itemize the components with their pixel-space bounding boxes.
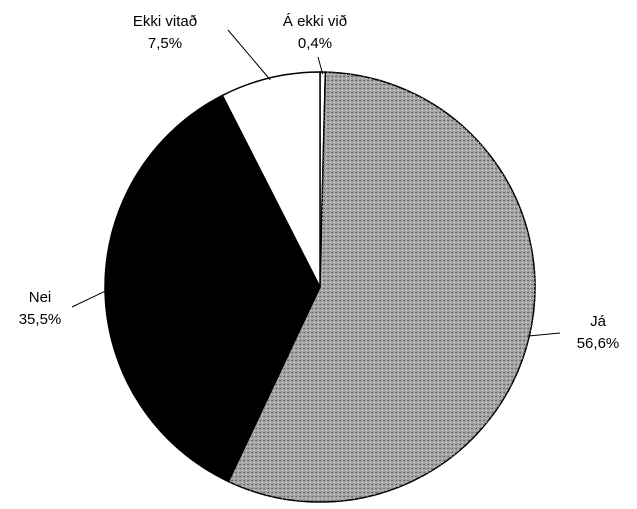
slice-value: 7,5%	[148, 35, 182, 52]
leader-line	[317, 56, 324, 75]
pie-slice	[104, 94, 321, 483]
slice-label: Nei	[29, 289, 52, 306]
slice-label: Já	[590, 313, 607, 330]
slice-texture	[228, 72, 535, 502]
slice-label: Ekki vitað	[133, 13, 197, 30]
leader-line	[227, 29, 271, 81]
slice-value: 56,6%	[577, 335, 620, 352]
leader-line	[527, 332, 561, 337]
leader-line	[71, 289, 108, 308]
slice-value: 0,4%	[298, 35, 332, 52]
labels: Á ekki við 0,4% Já 56,6% Nei 35,5% Ekki vitað 7…	[19, 13, 620, 352]
pie-slice	[221, 71, 321, 288]
slice-value: 35,5%	[19, 311, 62, 328]
pie	[104, 71, 536, 503]
slice-label: Á ekki við	[283, 13, 347, 30]
